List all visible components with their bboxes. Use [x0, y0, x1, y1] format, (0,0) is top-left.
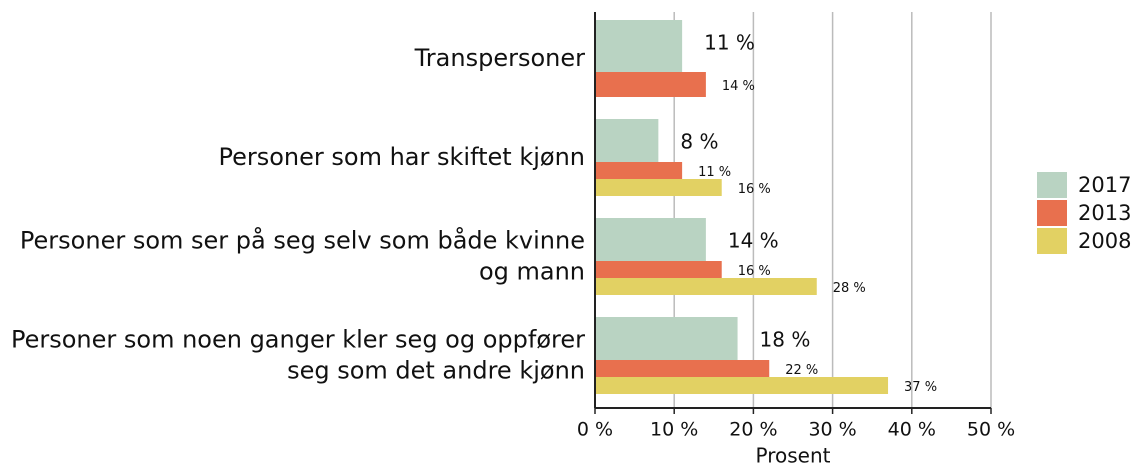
value-label: 16 %	[738, 182, 771, 197]
x-tick-label: 40 %	[888, 419, 936, 441]
legend-label: 2017	[1078, 173, 1131, 197]
x-tick-label: 10 %	[650, 419, 698, 441]
value-label: 37 %	[904, 380, 937, 395]
bar	[595, 317, 738, 360]
x-tick-label: 0 %	[577, 419, 613, 441]
value-label: 16 %	[738, 264, 771, 279]
category-label: Transpersoner	[414, 44, 585, 72]
value-label: 11 %	[704, 31, 755, 55]
value-label: 11 %	[698, 165, 731, 180]
value-label: 18 %	[760, 328, 811, 352]
x-axis-label: Prosent	[756, 444, 831, 468]
bar	[595, 278, 817, 295]
value-label: 28 %	[833, 281, 866, 296]
x-tick-label: 50 %	[967, 419, 1015, 441]
value-label: 8 %	[680, 130, 718, 154]
bar	[595, 20, 683, 72]
legend-swatch	[1037, 200, 1067, 226]
category-label: Personer som noen ganger kler seg og opp…	[11, 326, 585, 385]
bar	[595, 72, 706, 97]
bar	[595, 261, 722, 278]
bar	[595, 119, 659, 162]
category-label: Personer som ser på seg selv som både kv…	[20, 226, 585, 286]
x-tick-label: 30 %	[808, 419, 856, 441]
x-tick-label: 20 %	[729, 419, 777, 441]
bar	[595, 360, 770, 377]
bar	[595, 218, 706, 261]
legend-swatch	[1037, 172, 1067, 198]
value-label: 14 %	[728, 229, 779, 253]
legend-swatch	[1037, 228, 1067, 254]
legend-label: 2008	[1078, 229, 1131, 253]
bar	[595, 377, 889, 394]
bar	[595, 179, 722, 196]
value-label: 14 %	[722, 79, 755, 94]
bar	[595, 162, 683, 179]
value-label: 22 %	[785, 363, 818, 378]
category-label: Personer som har skiftet kjønn	[218, 143, 585, 171]
legend-label: 2013	[1078, 201, 1131, 225]
